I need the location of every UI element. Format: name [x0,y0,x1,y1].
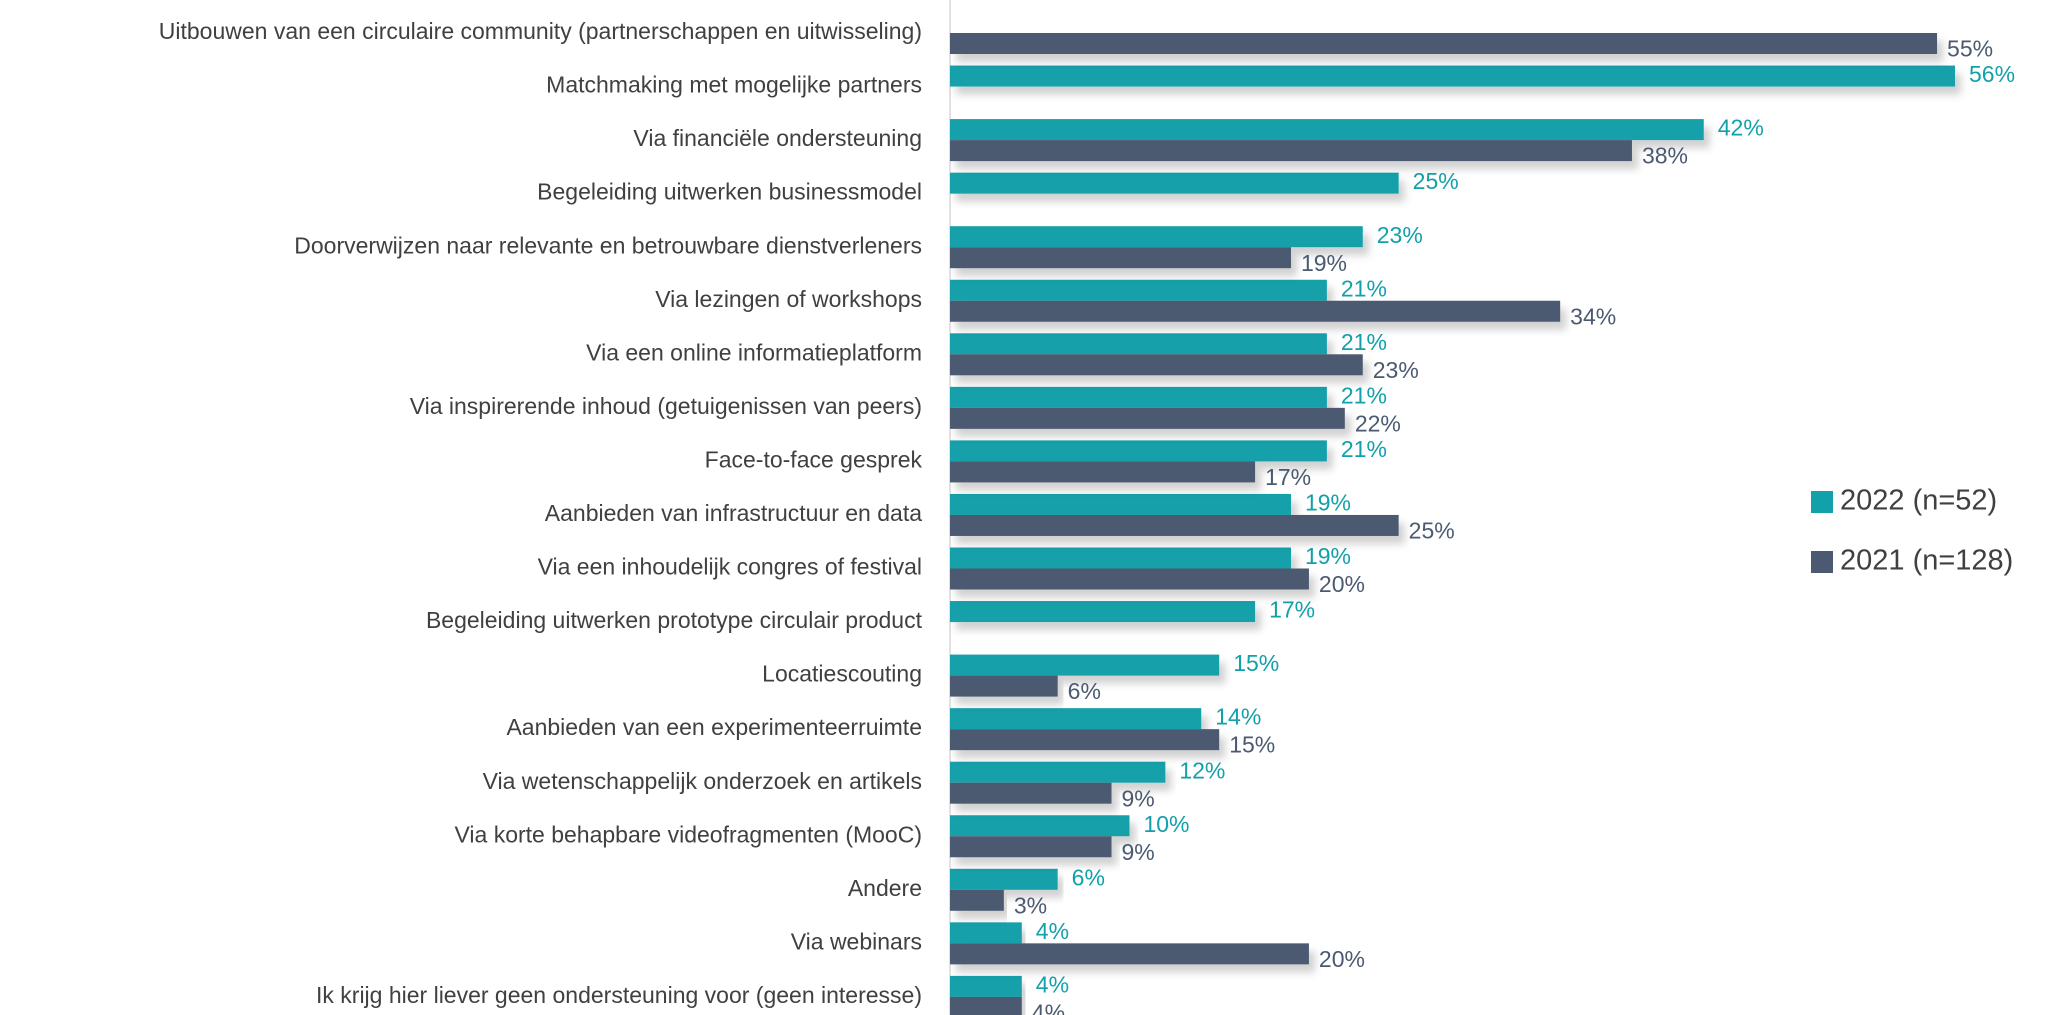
bar [950,889,1004,911]
value-label: 34% [1570,303,1616,329]
bar [950,922,1022,944]
category-label: Via een inhoudelijk congres of festival [538,554,922,580]
value-label: 19% [1305,543,1351,569]
value-label: 9% [1122,785,1155,811]
legend-swatch [1811,491,1833,513]
bar [950,836,1112,858]
category-label: Via korte behapbare videofragmenten (Moo… [454,821,922,847]
bar [950,782,1112,804]
bar [950,868,1058,890]
category-label: Begeleiding uitwerken prototype circulai… [426,607,923,633]
value-label: 25% [1413,168,1459,194]
value-label: 12% [1179,757,1225,783]
bar [950,654,1220,676]
bar [950,514,1399,536]
bar [950,65,1955,87]
bar [950,333,1327,355]
bar [950,975,1022,997]
bar [950,247,1291,269]
category-label: Doorverwijzen naar relevante en betrouwb… [294,232,922,258]
value-label: 21% [1341,275,1387,301]
value-label: 38% [1642,143,1688,169]
value-label: 15% [1229,732,1275,758]
bar [950,729,1220,751]
bar [950,140,1632,162]
bar [950,386,1327,408]
legend-swatch [1811,551,1833,573]
bar [950,300,1561,322]
value-label: 14% [1215,704,1261,730]
value-label: 6% [1072,864,1105,890]
value-label: 55% [1947,36,1993,62]
legend-label: 2022 (n=52) [1840,485,1997,517]
value-label: 4% [1036,918,1069,944]
value-label: 4% [1032,999,1065,1015]
category-label: Ik krijg hier liever geen ondersteuning … [316,982,922,1008]
category-label: Aanbieden van infrastructuur en data [545,500,922,526]
category-label: Via wetenschappelijk onderzoek en artike… [483,768,922,794]
value-label: 21% [1341,436,1387,462]
bar [950,461,1256,483]
bar [950,226,1363,248]
category-label: Face-to-face gesprek [705,446,923,472]
category-label: Uitbouwen van een circulaire community (… [159,18,922,44]
category-label: Via webinars [791,928,922,954]
bar [950,407,1345,429]
value-label: 23% [1377,222,1423,248]
value-label: 21% [1341,382,1387,408]
value-label: 17% [1265,464,1311,490]
bar [950,601,1256,623]
category-label: Via lezingen of workshops [655,286,922,312]
category-label: Locatiescouting [762,661,922,687]
value-label: 22% [1355,410,1401,436]
value-label: 3% [1014,892,1047,918]
value-label: 10% [1143,811,1189,837]
value-label: 6% [1068,678,1101,704]
bar [950,33,1938,54]
category-label: Begeleiding uitwerken businessmodel [537,179,922,205]
bar [950,279,1327,301]
category-label: Aanbieden van een experimenteerruimte [506,714,922,740]
value-label: 17% [1269,597,1315,623]
value-label: 20% [1319,946,1365,972]
value-label: 56% [1969,61,2015,87]
value-label: 9% [1122,839,1155,865]
value-label: 42% [1718,115,1764,141]
category-label: Via inspirerende inhoud (getuigenissen v… [410,393,922,419]
bar [950,440,1327,462]
category-label: Andere [848,875,922,901]
value-label: 4% [1036,971,1069,997]
value-label: 20% [1319,571,1365,597]
value-label: 23% [1373,357,1419,383]
bar [950,354,1363,376]
bar [950,943,1309,965]
bar [950,675,1058,697]
legend-label: 2021 (n=128) [1840,545,2013,577]
value-label: 21% [1341,329,1387,355]
bar [950,172,1399,194]
value-label: 15% [1233,650,1279,676]
category-label: Via een online informatieplatform [586,339,922,365]
value-label: 25% [1409,518,1455,544]
value-label: 19% [1301,250,1347,276]
bar [950,761,1166,783]
bar [950,568,1309,590]
bar [950,815,1130,837]
bar [950,119,1704,141]
bar [950,708,1202,730]
category-label: Matchmaking met mogelijke partners [546,72,922,98]
bar [950,493,1291,515]
value-label: 19% [1305,490,1351,516]
bar [950,547,1291,569]
bar [950,996,1022,1015]
category-label: Via financiële ondersteuning [633,125,922,151]
